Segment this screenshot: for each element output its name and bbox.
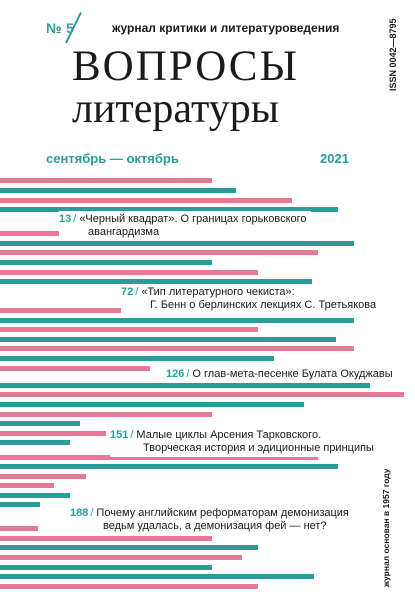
toc-title-line2: Г. Бенн о берлинских лекциях С. Третьяко…	[150, 299, 377, 311]
stripe	[0, 526, 38, 531]
issn-label: ISSN 0042—8795	[388, 18, 398, 91]
stripe	[0, 431, 106, 436]
stripe	[0, 483, 54, 488]
stripe	[0, 464, 338, 469]
issue-period: сентябрь — октябрь	[46, 151, 179, 166]
toc-page-number: 72	[121, 286, 134, 298]
toc-title-line1: Почему английским реформаторам демонизац…	[96, 507, 349, 519]
stripe	[0, 545, 258, 550]
toc-title-line1: Малые циклы Арсения Тарковского.	[136, 429, 322, 441]
toc-title-line1: «Тип литературного чекиста»:	[141, 286, 295, 298]
stripe	[0, 574, 314, 579]
toc-entry: 188/Почему английским реформаторам демон…	[70, 505, 353, 535]
stripe	[0, 250, 318, 255]
issue-year: 2021	[320, 151, 349, 166]
toc-title-line2: авангардизма	[88, 226, 160, 238]
toc-page-number: 13	[59, 213, 72, 225]
stripe	[0, 207, 338, 212]
toc-entry: 126/О глав-мета-песенке Булата Окуджавы	[166, 366, 397, 383]
stripe	[0, 308, 212, 313]
stripe	[0, 383, 370, 388]
stripe	[0, 327, 258, 332]
stripe	[0, 440, 70, 445]
stripe	[0, 346, 354, 351]
stripe	[0, 584, 258, 589]
toc-separator: /	[135, 286, 139, 298]
stripe	[0, 337, 336, 342]
toc-page-number: 126	[166, 368, 185, 380]
toc-title-line2: Творческая история и эдиционные принципы	[143, 442, 374, 454]
stripe	[0, 493, 70, 498]
journal-title-line2: литературы	[72, 86, 280, 132]
stripe	[0, 318, 354, 323]
stripe	[0, 260, 212, 265]
stripe	[0, 455, 318, 460]
toc-separator: /	[186, 368, 190, 380]
toc-entry: 72/«Тип литературного чекиста»: Г. Бенн …	[121, 284, 381, 314]
toc-title-line1: «Черный квадрат». О границах горьковског…	[79, 213, 307, 225]
stripe	[0, 188, 236, 193]
founded-note: журнал основан в 1957 году	[381, 468, 391, 587]
stripe	[0, 270, 258, 275]
stripe	[0, 279, 312, 284]
toc-entry: 151/Малые циклы Арсения Тарковского. Тво…	[110, 427, 378, 457]
stripe	[0, 392, 404, 397]
stripe	[0, 474, 86, 479]
stripe	[0, 555, 242, 560]
stripe	[0, 231, 86, 236]
stripe	[0, 412, 212, 417]
stripe	[0, 198, 292, 203]
toc-page-number: 188	[70, 507, 89, 519]
toc-title-line1: О глав-мета-песенке Булата Окуджавы	[192, 368, 393, 380]
journal-title-line1: ВОПРОСЫ	[72, 43, 299, 90]
issue-number: № 5	[46, 20, 75, 36]
toc-title-line2: ведьм удалась, а демонизация фей — нет?	[103, 520, 327, 532]
stripe	[0, 536, 212, 541]
stripe	[0, 366, 150, 371]
journal-tagline: журнал критики и литературоведения	[112, 21, 340, 35]
stripe	[0, 356, 274, 361]
stripe	[0, 502, 40, 507]
toc-separator: /	[90, 507, 94, 519]
stripe	[0, 178, 212, 183]
stripe	[0, 241, 354, 246]
stripe	[0, 565, 212, 570]
toc-separator: /	[73, 213, 77, 225]
stripe	[0, 402, 304, 407]
toc-page-number: 151	[110, 429, 129, 441]
toc-separator: /	[130, 429, 134, 441]
stripe	[0, 421, 80, 426]
toc-entry: 13/«Черный квадрат». О границах горьковс…	[59, 211, 311, 241]
